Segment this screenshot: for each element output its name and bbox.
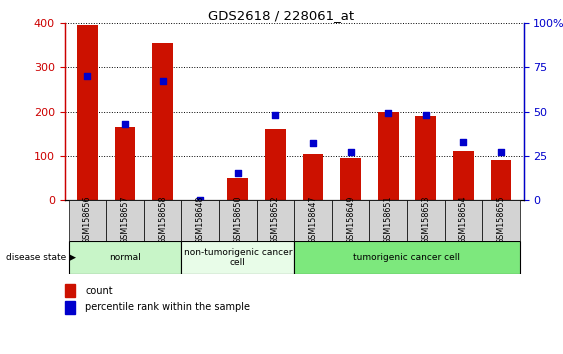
Text: GSM158647: GSM158647 [309,195,318,244]
Bar [265,129,285,200]
Text: GSM158652: GSM158652 [271,195,280,244]
Bar [77,25,97,200]
Bar [65,284,75,297]
Text: tumorigenic cancer cell: tumorigenic cancer cell [354,253,461,262]
Bar [491,160,511,200]
Point [195,197,204,203]
Bar [332,200,369,241]
Bar [69,241,181,274]
Bar [219,200,257,241]
Bar [378,112,399,200]
Bar [407,200,445,241]
Point [271,112,280,118]
Text: GSM158657: GSM158657 [120,195,129,244]
Text: count: count [86,286,113,296]
Text: GSM158651: GSM158651 [384,195,393,244]
Bar [106,200,144,241]
Text: GSM158658: GSM158658 [158,195,167,244]
Point [346,149,355,155]
Text: GSM158650: GSM158650 [233,195,242,244]
Text: disease state ▶: disease state ▶ [6,253,75,262]
Point [83,73,92,79]
Bar [69,200,106,241]
Point [421,112,430,118]
Bar [369,200,407,241]
Bar [257,200,294,241]
Point [233,171,242,176]
Bar [152,43,173,200]
Point [309,141,318,146]
Bar [227,178,248,200]
Text: non-tumorigenic cancer
cell: non-tumorigenic cancer cell [184,248,292,267]
Bar [303,154,323,200]
Point [459,139,468,144]
Bar [340,158,361,200]
Bar [482,200,520,241]
Bar [181,200,219,241]
Text: GSM158653: GSM158653 [421,195,430,244]
Bar [115,127,135,200]
Point [120,121,129,127]
Text: GDS2618 / 228061_at: GDS2618 / 228061_at [208,9,355,22]
Point [384,110,393,116]
Text: GSM158655: GSM158655 [497,195,506,244]
Text: GSM158656: GSM158656 [83,195,92,244]
Point [497,149,506,155]
Bar [415,116,436,200]
Bar [65,301,75,314]
Bar [294,200,332,241]
Bar [144,200,181,241]
Point [158,79,167,84]
Bar [181,241,294,274]
Bar [294,241,520,274]
Text: normal: normal [109,253,141,262]
Text: GSM158649: GSM158649 [346,195,355,244]
Text: percentile rank within the sample: percentile rank within the sample [86,302,251,312]
Text: GSM158654: GSM158654 [459,195,468,244]
Bar [445,200,482,241]
Text: GSM158648: GSM158648 [195,195,204,244]
Bar [453,152,473,200]
